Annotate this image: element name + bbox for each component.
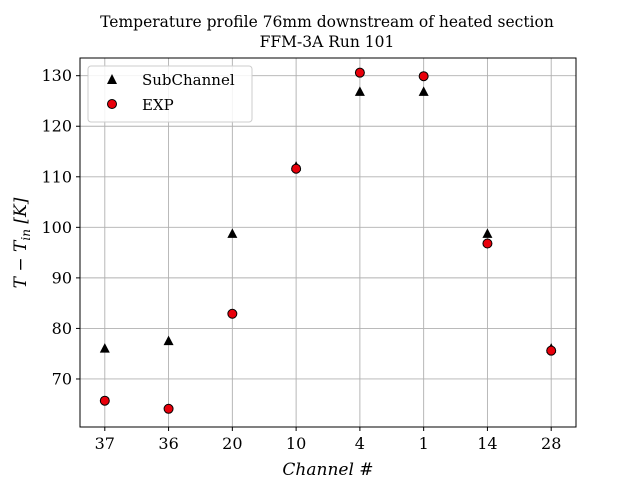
plot-frame: [79, 57, 577, 428]
subchannel-point: [99, 343, 110, 353]
legend: SubChannel EXP: [87, 65, 253, 123]
subchannel-point: [163, 335, 174, 346]
x-tick-label: 20: [222, 434, 242, 453]
y-label-t: T: [11, 275, 31, 288]
y-label-minus: −: [11, 252, 31, 277]
exp-point: [354, 67, 365, 78]
legend-label-exp: EXP: [142, 96, 174, 114]
y-tick-label: 90: [52, 268, 72, 287]
y-tick-label: 120: [41, 117, 72, 136]
exp-point: [163, 403, 174, 414]
chart-subtitle: FFM-3A Run 101: [260, 33, 395, 51]
x-tick-label: 28: [541, 434, 561, 453]
x-tick-label: 14: [477, 434, 497, 453]
legend-marker-subchannel: [107, 74, 117, 84]
exp-point: [99, 395, 110, 406]
y-tick-label: 80: [52, 319, 72, 338]
legend-box: [87, 65, 253, 123]
exp-point: [546, 345, 557, 356]
subchannel-point: [227, 228, 238, 238]
x-tick-label: 37: [95, 434, 115, 453]
exp-point: [227, 308, 238, 319]
subchannel-point: [482, 228, 493, 238]
x-tick-label: 36: [158, 434, 178, 453]
series-exp: [99, 67, 557, 414]
y-label-units: [K]: [11, 197, 31, 229]
y-tick-label: 130: [41, 66, 72, 85]
grid: [80, 58, 576, 427]
y-tick-label: 110: [41, 167, 72, 186]
chart-title: Temperature profile 76mm downstream of h…: [100, 13, 554, 31]
y-label-subscript: in: [19, 229, 33, 241]
legend-label-subchannel: SubChannel: [142, 71, 235, 89]
legend-marker-exp: [107, 99, 117, 109]
subchannel-point: [418, 86, 429, 96]
exp-point: [482, 238, 493, 249]
subchannel-point: [354, 86, 365, 96]
x-tick-label: 4: [355, 434, 365, 453]
y-label-t2: T: [11, 239, 31, 252]
exp-point: [418, 71, 429, 82]
x-tick-label: 10: [286, 434, 306, 453]
exp-point: [291, 163, 302, 174]
y-tick-label: 70: [52, 369, 72, 388]
ticks: 37 36 20 10 4 1 14 28 70 80 90 100 110 120 130: [41, 66, 561, 453]
x-axis-label: Channel #: [282, 460, 373, 480]
y-axis-label: T − Tin [K]: [11, 197, 33, 288]
y-tick-label: 100: [41, 218, 72, 237]
x-tick-label: 1: [419, 434, 429, 453]
